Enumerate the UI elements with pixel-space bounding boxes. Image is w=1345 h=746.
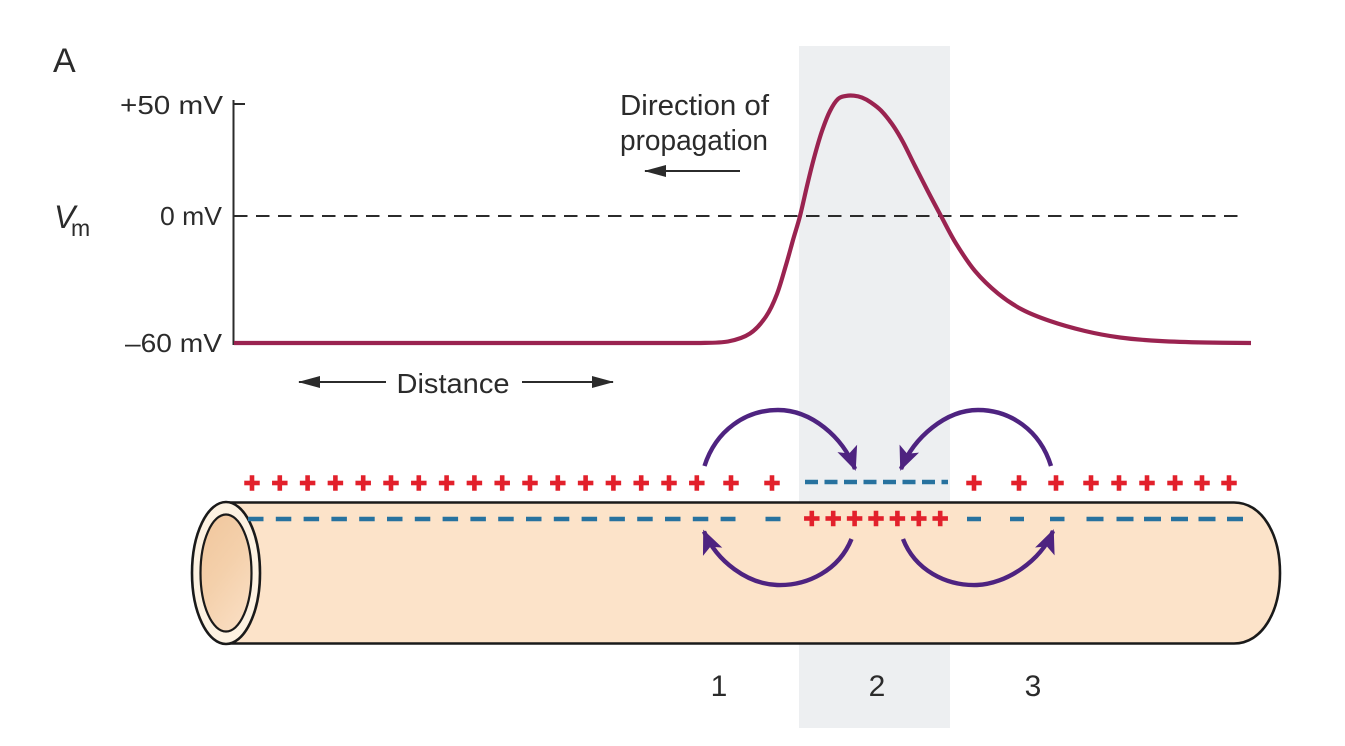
svg-text:0 mV: 0 mV <box>160 201 223 231</box>
svg-text:Distance: Distance <box>397 368 510 399</box>
svg-text:Direction of: Direction of <box>620 90 770 122</box>
svg-text:V: V <box>54 199 78 235</box>
svg-text:–60 mV: –60 mV <box>125 328 223 358</box>
svg-text:3: 3 <box>1025 670 1042 703</box>
svg-text:1: 1 <box>711 670 728 703</box>
svg-text:propagation: propagation <box>620 125 768 157</box>
svg-text:m: m <box>71 215 90 241</box>
svg-text:A: A <box>53 42 76 80</box>
svg-text:+50 mV: +50 mV <box>120 90 224 120</box>
svg-text:2: 2 <box>869 670 886 703</box>
